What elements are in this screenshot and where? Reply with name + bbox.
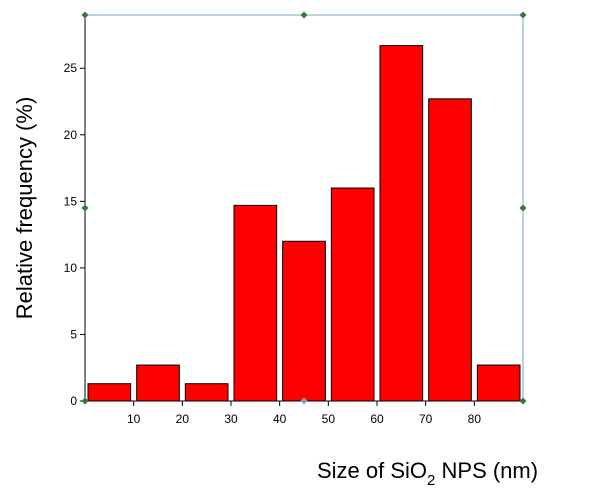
selection-handle-tl — [81, 11, 89, 19]
y-tick-label-0: 0 — [70, 394, 77, 408]
bar-45 — [282, 240, 326, 402]
selection-handle-tm — [300, 11, 308, 19]
bar-35 — [233, 204, 278, 402]
bar-55 — [330, 187, 375, 402]
x-tick-label-10: 10 — [127, 412, 141, 426]
y-tick-label-25: 25 — [64, 61, 78, 75]
y-tick-label-15: 15 — [64, 194, 78, 208]
bar-65 — [379, 45, 424, 402]
bar-5 — [87, 383, 132, 402]
selection-handle-mr — [519, 204, 527, 212]
y-tick-label-20: 20 — [64, 128, 78, 142]
selection-handles — [81, 11, 527, 405]
x-tick-label-70: 70 — [419, 412, 433, 426]
x-axis-title-subscript: 2 — [427, 472, 435, 488]
y-axis-title: Relative frequency (%) — [12, 97, 37, 320]
x-tick-label-50: 50 — [322, 412, 336, 426]
selection-handle-br — [519, 397, 527, 405]
bar-25 — [184, 383, 229, 402]
x-tick-label-60: 60 — [370, 412, 384, 426]
x-tick-label-80: 80 — [468, 412, 482, 426]
selection-handle-bm — [300, 397, 308, 405]
x-tick-label-40: 40 — [273, 412, 287, 426]
selection-handle-tr — [519, 11, 527, 19]
axes: 0 5 10 15 20 25 10 20 30 40 50 60 70 80 — [64, 15, 523, 426]
y-tick-label-5: 5 — [70, 327, 77, 341]
x-axis-title-tail: NPS (nm) — [435, 458, 538, 483]
selection-handle-bl — [81, 397, 89, 405]
x-tick-label-30: 30 — [224, 412, 238, 426]
y-tick-label-10: 10 — [64, 261, 78, 275]
bar-75 — [428, 98, 472, 402]
x-axis-title: Size of SiO2 NPS (nm) — [317, 458, 538, 488]
bar-15 — [136, 364, 180, 402]
bars — [87, 45, 521, 402]
bar-85 — [476, 364, 521, 402]
x-tick-label-20: 20 — [176, 412, 190, 426]
selection-handle-ml — [81, 204, 89, 212]
x-axis-title-main: Size of SiO — [317, 458, 427, 483]
